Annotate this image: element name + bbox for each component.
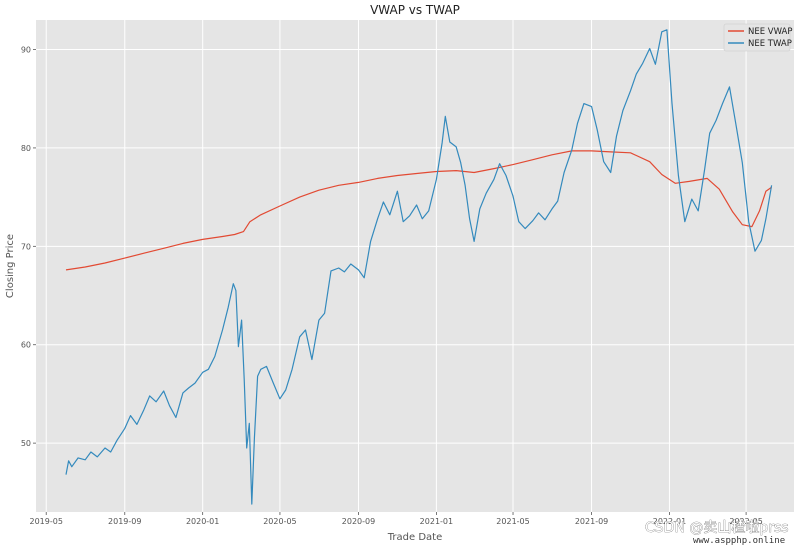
x-tick-label: 2021-05: [496, 517, 529, 526]
legend-label-nee-twap: NEE TWAP: [748, 39, 792, 49]
plot-area: [36, 20, 794, 512]
y-tick-label: 50: [21, 439, 31, 448]
x-tick-label: 2021-01: [420, 517, 453, 526]
watermark-text: CSDN @卖山楂啦prss: [645, 519, 789, 536]
series-lines: [65, 29, 773, 505]
x-tick-label: 2020-05: [263, 517, 296, 526]
y-axis: 50 60 70 80 90: [21, 46, 36, 448]
x-tick-label: 2019-05: [29, 517, 62, 526]
x-tick-label: 2020-01: [186, 517, 219, 526]
x-axis-title: Trade Date: [387, 532, 442, 543]
series-line-nee-vwap: [65, 150, 772, 271]
y-tick-label: 80: [21, 144, 31, 153]
y-axis-title: Closing Price: [5, 234, 16, 298]
x-tick-label: 2022-05: [729, 517, 762, 526]
x-tick-label: 2022-01: [653, 517, 686, 526]
y-tick-label: 60: [21, 341, 31, 350]
x-tick-label: 2021-09: [575, 517, 608, 526]
chart-title: VWAP vs TWAP: [370, 3, 460, 17]
x-tick-label: 2020-09: [342, 517, 375, 526]
series-line-nee-twap: [65, 29, 773, 505]
watermark-subtext: www.aspphp.online: [693, 536, 785, 546]
y-tick-label: 70: [21, 242, 31, 251]
y-tick-label: 90: [21, 46, 31, 55]
legend: NEE VWAP NEE TWAP: [723, 23, 793, 52]
x-axis: 2019-05 2019-09 2020-01 2020-05 2020-09 2021-…: [29, 512, 763, 526]
grid: [36, 20, 794, 512]
x-tick-label: 2019-09: [108, 517, 141, 526]
legend-label-nee-vwap: NEE VWAP: [748, 27, 793, 37]
